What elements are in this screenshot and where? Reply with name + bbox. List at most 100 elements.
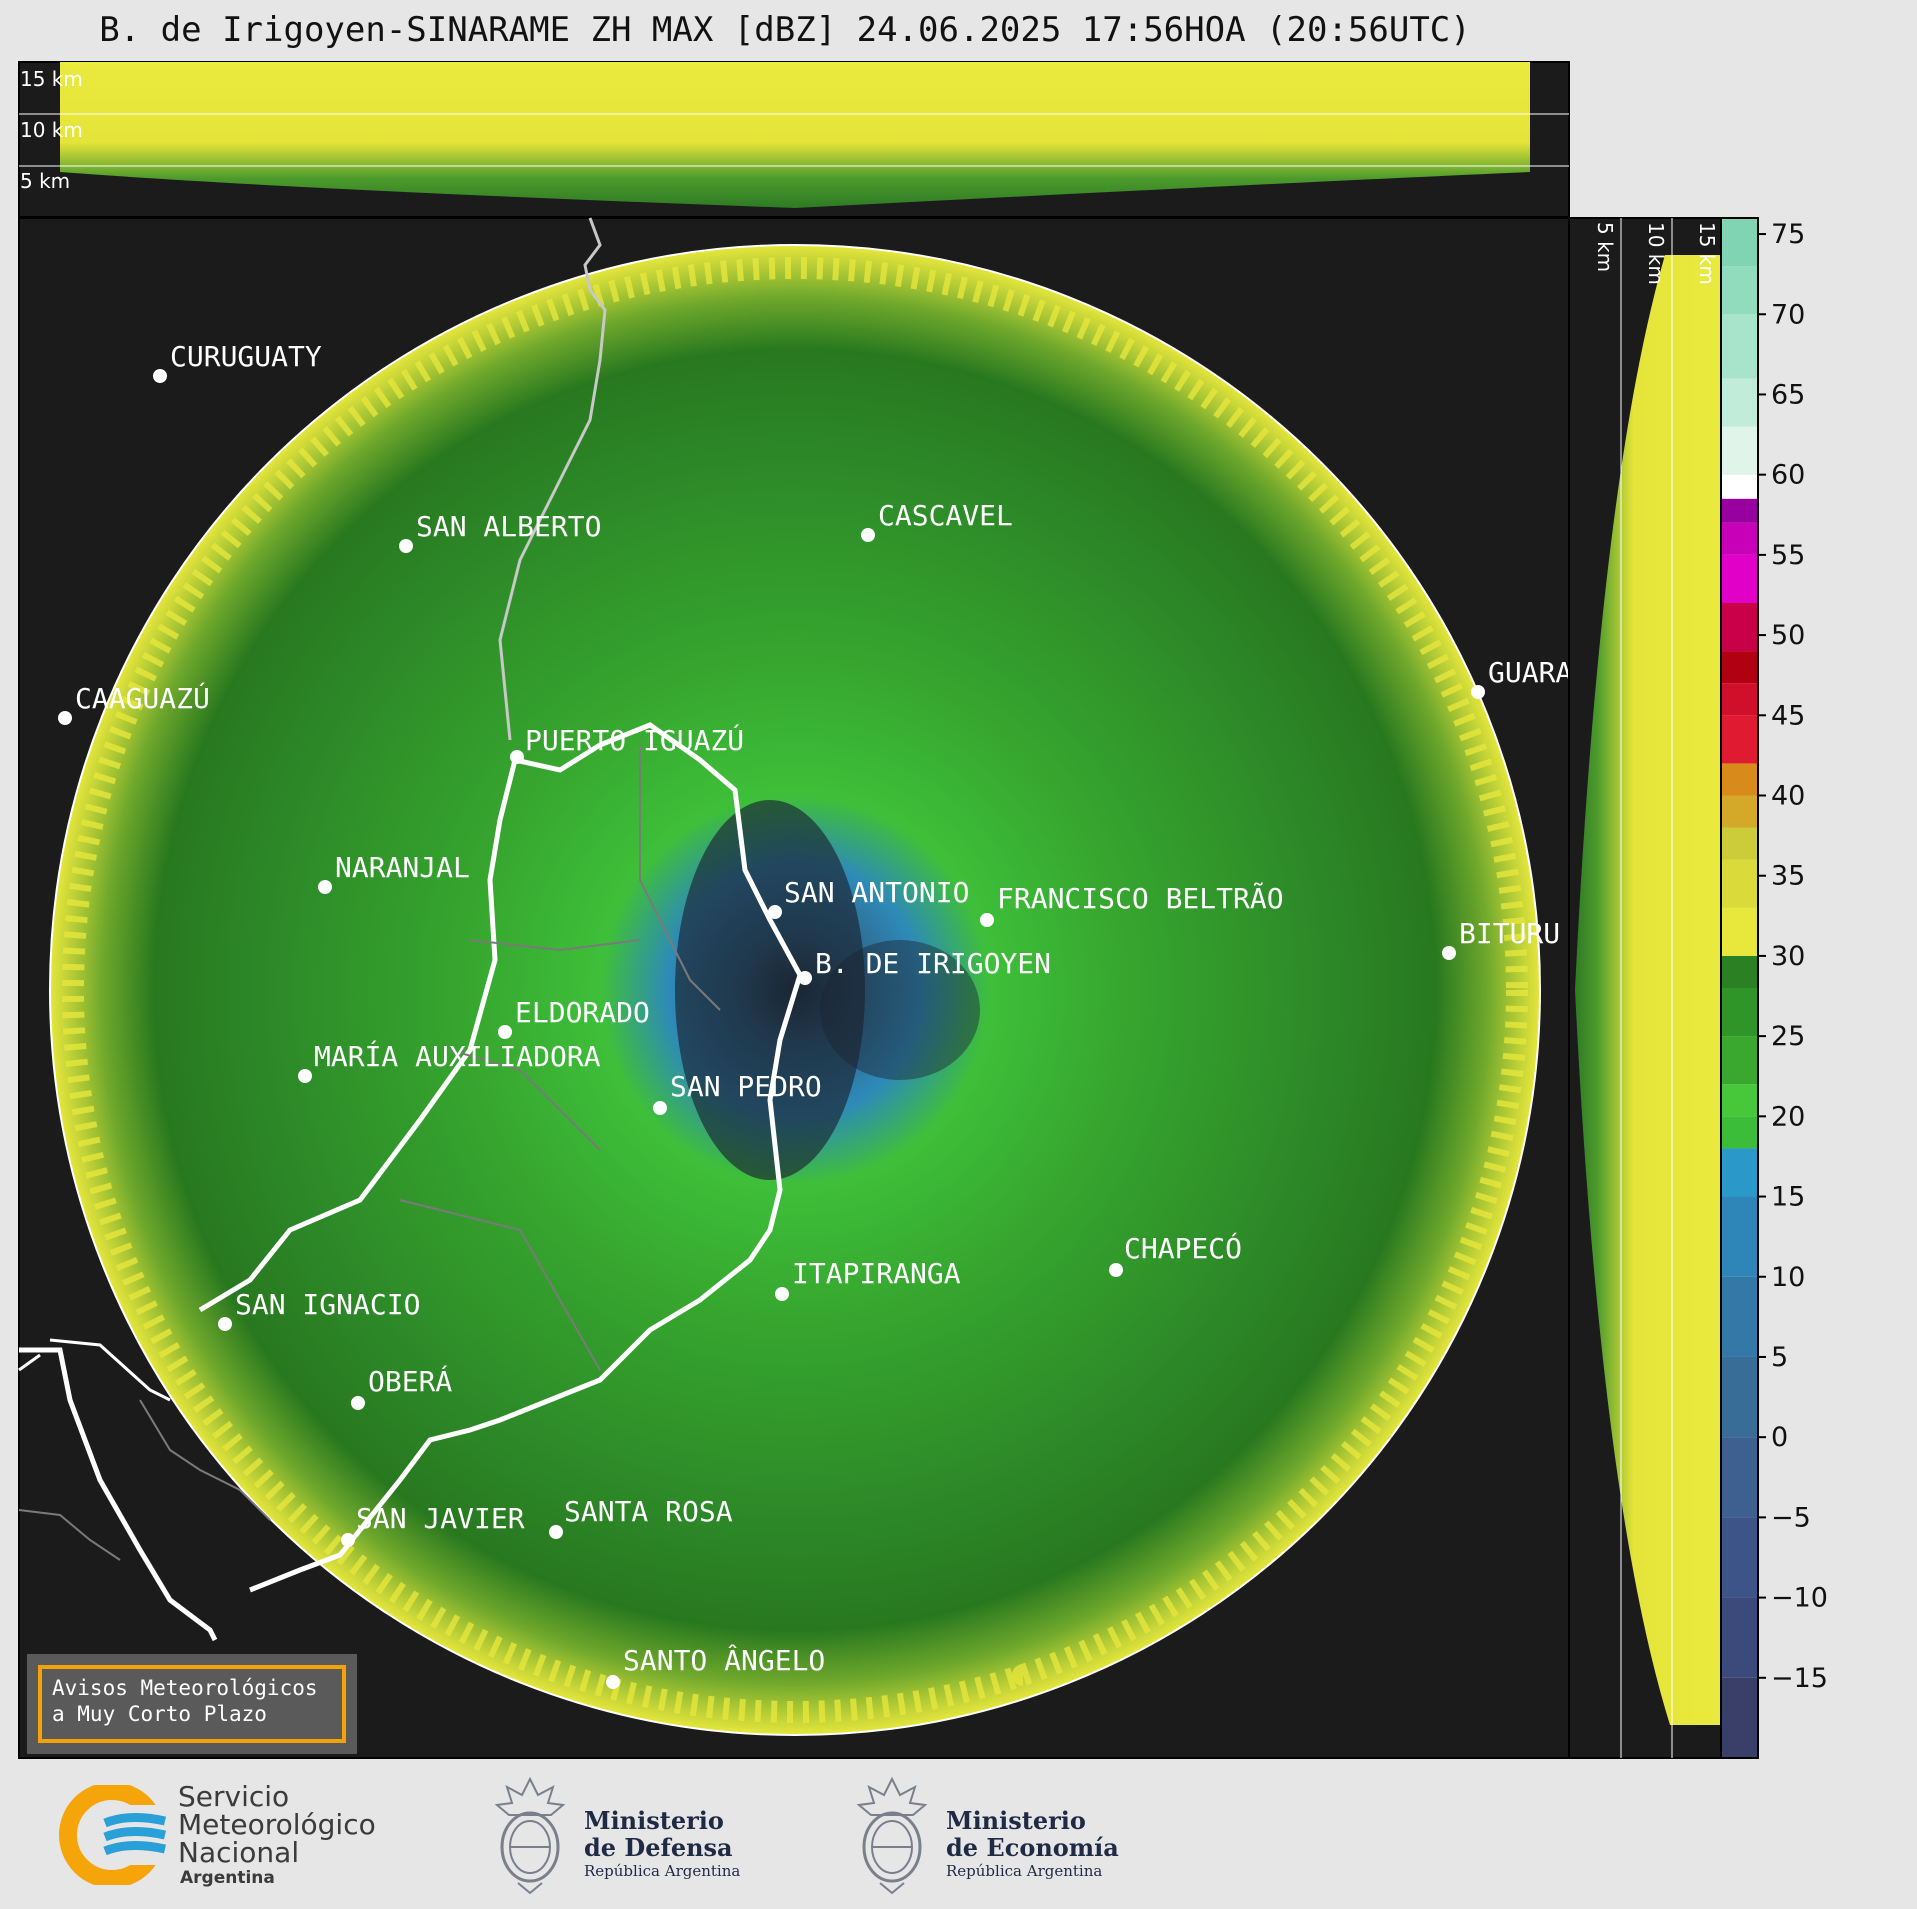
city-guara: GUARA (1471, 656, 1572, 699)
warnings-link-box[interactable]: Avisos Meteorológicos a Muy Corto Plazo (27, 1654, 357, 1754)
city-san-javier: SAN JAVIER (341, 1502, 525, 1547)
colorbar-segment (1721, 988, 1758, 1037)
colorbar-segment (1721, 1597, 1758, 1678)
colorbar-segment (1721, 955, 1758, 988)
height-label-15: 15 km (20, 67, 83, 91)
city-caaguazu: CAAGUAZÚ (58, 681, 210, 725)
border-line (498, 217, 607, 741)
city-markers: CURUGUATY SAN ALBERTO CASCAVEL CAAGUAZÚ … (58, 340, 1572, 1689)
coat-of-arms-icon (494, 1776, 566, 1895)
smn-line-1: Servicio (178, 1780, 290, 1813)
city-obera: OBERÁ (351, 1364, 452, 1410)
svg-text:B. DE IRIGOYEN: B. DE IRIGOYEN (815, 947, 1051, 980)
city-puerto-iguazu: PUERTO IGUAZÚ (510, 723, 744, 764)
city-maria-auxiliadora: MARÍA AUXILIADORA (298, 1039, 601, 1083)
colorbar-segment (1721, 1356, 1758, 1438)
svg-text:NARANJAL: NARANJAL (335, 851, 470, 884)
colorbar-tick-label: −15 (1771, 1663, 1828, 1694)
city-san-pedro: SAN PEDRO (653, 1070, 822, 1115)
svg-text:ITAPIRANGA: ITAPIRANGA (792, 1257, 961, 1290)
colorbar-segment (1721, 1036, 1758, 1085)
economia-line-1: Ministerio (946, 1806, 1086, 1835)
colorbar-segment (1721, 1517, 1758, 1598)
city-san-antonio: SAN ANTONIO (768, 876, 969, 919)
city-santa-rosa: SANTA ROSA (549, 1495, 733, 1539)
colorbar-segment (1721, 218, 1758, 267)
colorbar-segment (1721, 651, 1758, 684)
economia-line-3: República Argentina (946, 1862, 1103, 1880)
colorbar-tick-label: 20 (1771, 1101, 1805, 1132)
svg-text:SAN IGNACIO: SAN IGNACIO (235, 1288, 420, 1321)
range-ring (49, 244, 1541, 1736)
colorbar-segment (1721, 603, 1758, 652)
colorbar-tick-label: 55 (1771, 540, 1805, 571)
city-naranjal: NARANJAL (318, 851, 470, 894)
colorbar-segment (1721, 266, 1758, 315)
colorbar-segment (1721, 314, 1758, 379)
svg-text:SAN PEDRO: SAN PEDRO (670, 1070, 822, 1103)
side-height-label-5: 5 km (1593, 222, 1617, 272)
colorbar-tick-label: 65 (1771, 379, 1805, 410)
colorbar-tick-label: 0 (1771, 1422, 1788, 1453)
smn-line-2: Meteorológico (178, 1808, 376, 1841)
colorbar-tick-label: 70 (1771, 299, 1805, 330)
side-height-label-15: 15 km (1695, 222, 1719, 285)
colorbar-tick-label: −5 (1771, 1502, 1811, 1533)
colorbar-tick-label: 40 (1771, 781, 1805, 812)
city-eldorado: ELDORADO (498, 996, 650, 1039)
svg-text:BITURU: BITURU (1459, 917, 1560, 950)
warnings-line-1: Avisos Meteorológicos (52, 1676, 318, 1700)
city-san-alberto: SAN ALBERTO (399, 510, 601, 553)
province-boundary (249, 722, 803, 1593)
colorbar-segment (1721, 683, 1758, 716)
top-height-profile: 15 km 10 km 5 km (18, 61, 1570, 218)
smn-line-3: Nacional (178, 1836, 300, 1869)
svg-text:SAN JAVIER: SAN JAVIER (356, 1502, 525, 1535)
colorbar-segment (1721, 474, 1758, 499)
city-san-ignacio: SAN IGNACIO (218, 1288, 420, 1331)
colorbar-segment (1721, 378, 1758, 427)
colorbar-tick-label: 60 (1771, 460, 1805, 491)
colorbar-tick-label: 10 (1771, 1262, 1805, 1293)
height-label-5: 5 km (20, 169, 70, 193)
svg-text:SANTO ÂNGELO: SANTO ÂNGELO (623, 1643, 825, 1677)
colorbar-segment (1721, 795, 1758, 828)
defensa-line-2: de Defensa (584, 1833, 733, 1862)
svg-text:PUERTO IGUAZÚ: PUERTO IGUAZÚ (525, 723, 744, 757)
colorbar-segment (1721, 827, 1758, 860)
map-title: B. de Irigoyen-SINARAME ZH MAX [dBZ] 24.… (99, 10, 1471, 50)
svg-text:GUARA: GUARA (1488, 656, 1572, 689)
city-curuguaty: CURUGUATY (153, 340, 322, 383)
colorbar-tick-label: 5 (1771, 1342, 1788, 1373)
radar-map-panel (18, 217, 1570, 1759)
svg-text:FRANCISCO BELTRÃO: FRANCISCO BELTRÃO (997, 882, 1284, 915)
city-chapeco: CHAPECÓ (1109, 1231, 1242, 1277)
smn-line-4: Argentina (180, 1868, 275, 1888)
economia-line-2: de Economía (946, 1833, 1119, 1862)
colorbar-segment (1721, 498, 1758, 523)
smn-emblem-icon (59, 1785, 170, 1885)
colorbar-segment (1721, 1276, 1758, 1357)
coat-of-arms-icon (856, 1776, 928, 1895)
svg-text:CAAGUAZÚ: CAAGUAZÚ (75, 681, 210, 715)
colorbar-tick-label: 25 (1771, 1021, 1805, 1052)
city-santo-angelo: SANTO ÂNGELO (606, 1643, 825, 1689)
colorbar-tick-label: 75 (1771, 219, 1805, 250)
city-francisco-beltrao: FRANCISCO BELTRÃO (980, 882, 1284, 927)
colorbar-tick-label: 45 (1771, 700, 1805, 731)
colorbar-segment (1721, 1677, 1758, 1758)
colorbar-segment (1721, 907, 1758, 956)
colorbar-segment (1721, 859, 1758, 908)
colorbar-tick-label: 15 (1771, 1182, 1805, 1213)
svg-text:SAN ANTONIO: SAN ANTONIO (784, 876, 969, 909)
svg-text:CHAPECÓ: CHAPECÓ (1124, 1231, 1242, 1265)
city-itapiranga: ITAPIRANGA (775, 1257, 961, 1301)
colorbar-tick-label: −10 (1771, 1583, 1828, 1614)
svg-text:SANTA ROSA: SANTA ROSA (564, 1495, 733, 1528)
defensa-line-1: Ministerio (584, 1806, 724, 1835)
height-label-10: 10 km (20, 118, 83, 142)
colorbar-tick-label: 35 (1771, 861, 1805, 892)
side-height-label-10: 10 km (1644, 222, 1668, 285)
city-bituru: BITURU (1442, 917, 1560, 960)
